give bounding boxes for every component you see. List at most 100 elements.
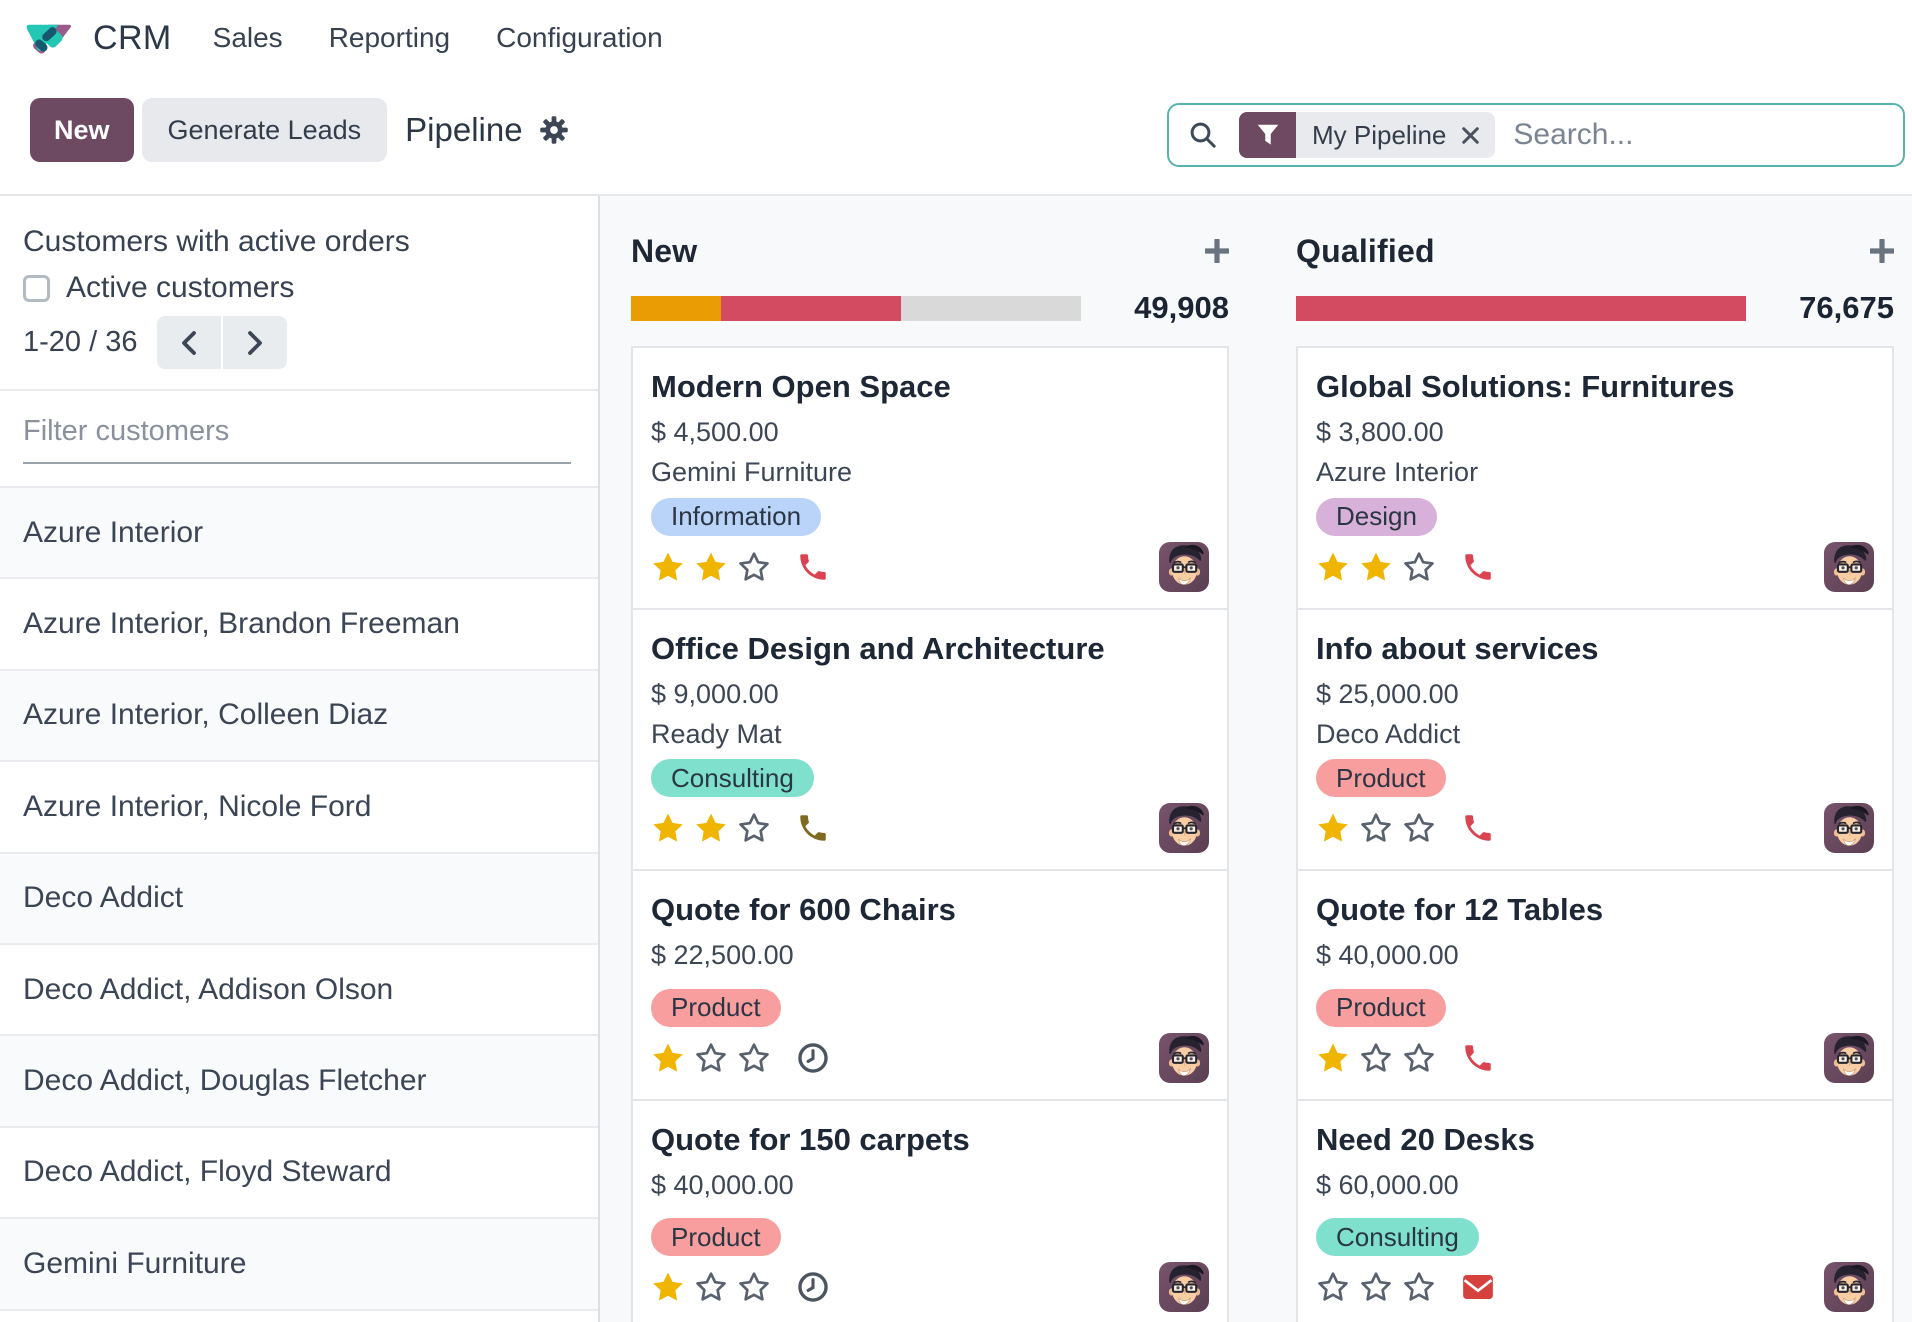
app-brand[interactable]: CRM xyxy=(93,18,172,57)
active-customers-checkbox-row[interactable]: Active customers xyxy=(23,270,575,306)
filter-customers-input[interactable] xyxy=(23,415,571,464)
star-empty-icon[interactable] xyxy=(737,1270,771,1304)
nav-item-sales[interactable]: Sales xyxy=(212,22,283,53)
customer-list-item[interactable]: Azure Interior, Nicole Ford xyxy=(0,762,598,854)
column-cards: Global Solutions: Furnitures $ 3,800.00 … xyxy=(1296,346,1894,1322)
column-total: 49,908 xyxy=(1134,290,1229,325)
customer-list-item[interactable]: Azure Interior xyxy=(0,488,598,580)
card-tag-information[interactable]: Information xyxy=(651,497,822,536)
avatar[interactable] xyxy=(1824,541,1874,592)
kanban-card[interactable]: Need 20 Desks $ 60,000.00 Consulting xyxy=(1296,1098,1894,1322)
star-filled-icon[interactable] xyxy=(1316,1041,1350,1075)
nav-item-reporting[interactable]: Reporting xyxy=(328,22,451,53)
phone-activity-icon[interactable] xyxy=(1461,550,1495,584)
column-progressbar[interactable] xyxy=(631,295,1081,321)
star-empty-icon[interactable] xyxy=(1316,1270,1350,1304)
customer-list-item[interactable]: Deco Addict, Floyd Steward xyxy=(0,1127,598,1220)
card-tag-product[interactable]: Product xyxy=(651,988,781,1027)
new-button[interactable]: New xyxy=(30,98,134,162)
card-tag-consulting[interactable]: Consulting xyxy=(651,759,814,797)
pager-previous-button[interactable] xyxy=(157,316,222,369)
column-progressbar[interactable] xyxy=(1296,295,1746,321)
search-input[interactable] xyxy=(1513,118,1887,152)
kanban-card[interactable]: Quote for 12 Tables $ 40,000.00 Product xyxy=(1296,869,1894,1101)
star-filled-icon[interactable] xyxy=(1316,550,1350,584)
star-empty-icon[interactable] xyxy=(737,550,771,584)
avatar[interactable] xyxy=(1159,803,1209,853)
star-filled-icon[interactable] xyxy=(651,1270,685,1304)
kanban-card[interactable]: Quote for 150 carpets $ 40,000.00 Produc… xyxy=(631,1098,1229,1322)
star-empty-icon[interactable] xyxy=(737,1041,771,1075)
phone-activity-icon[interactable] xyxy=(1461,1041,1495,1075)
sidebar-heading: Customers with active orders xyxy=(23,225,410,258)
kanban-card[interactable]: Office Design and Architecture $ 9,000.0… xyxy=(631,607,1229,871)
star-empty-icon[interactable] xyxy=(1402,550,1436,584)
pager-next-button[interactable] xyxy=(223,316,288,369)
avatar[interactable] xyxy=(1824,803,1874,853)
progress-segment-overdue[interactable] xyxy=(721,295,901,321)
avatar[interactable] xyxy=(1824,1032,1874,1083)
progress-segment-remaining[interactable] xyxy=(901,295,1081,321)
kanban-column-qualified: Qualified 76,675 Global Solutions: Furni… xyxy=(1296,229,1894,1322)
card-tag-product[interactable]: Product xyxy=(1316,988,1446,1027)
clock-activity-icon[interactable] xyxy=(796,1041,830,1075)
avatar[interactable] xyxy=(1824,1262,1874,1312)
card-tag-product[interactable]: Product xyxy=(651,1218,781,1256)
star-filled-icon[interactable] xyxy=(651,1041,685,1075)
kanban-card[interactable]: Quote for 600 Chairs $ 22,500.00 Product xyxy=(631,869,1229,1101)
phone-activity-icon[interactable] xyxy=(1461,811,1495,845)
salesperson-avatar xyxy=(1824,1032,1874,1083)
star-filled-icon[interactable] xyxy=(1316,811,1350,845)
star-filled-icon[interactable] xyxy=(694,811,728,845)
star-empty-icon[interactable] xyxy=(737,811,771,845)
star-empty-icon[interactable] xyxy=(1359,811,1393,845)
facet-remove-icon[interactable] xyxy=(1462,126,1480,144)
priority-stars xyxy=(651,1270,780,1304)
customer-list-item[interactable]: Azure Interior, Colleen Diaz xyxy=(0,670,598,763)
clock-activity-icon[interactable] xyxy=(796,1270,830,1304)
search-facet-my-pipeline[interactable]: My Pipeline xyxy=(1239,112,1496,158)
phone-activity-icon[interactable] xyxy=(796,811,830,845)
customer-list-item[interactable]: Azure Interior, Brandon Freeman xyxy=(0,579,598,671)
avatar[interactable] xyxy=(1159,1262,1209,1312)
kanban-card[interactable]: Global Solutions: Furnitures $ 3,800.00 … xyxy=(1296,346,1894,610)
star-filled-icon[interactable] xyxy=(1359,550,1393,584)
search-bar[interactable]: My Pipeline xyxy=(1167,103,1905,167)
kanban-board: New 49,908 Modern Open Space $ 4,500.00 … xyxy=(600,196,1912,1322)
star-empty-icon[interactable] xyxy=(1402,811,1436,845)
avatar[interactable] xyxy=(1159,541,1209,592)
add-record-plus-icon[interactable] xyxy=(1205,239,1229,263)
control-panel: New Generate Leads Pipeline xyxy=(0,76,1912,196)
crm-app-icon[interactable] xyxy=(23,21,75,55)
add-record-plus-icon[interactable] xyxy=(1870,239,1894,263)
star-filled-icon[interactable] xyxy=(651,550,685,584)
phone-activity-icon[interactable] xyxy=(796,550,830,584)
customer-filter-section xyxy=(0,391,598,488)
kanban-card[interactable]: Modern Open Space $ 4,500.00 Gemini Furn… xyxy=(631,346,1229,610)
star-empty-icon[interactable] xyxy=(1402,1270,1436,1304)
star-empty-icon[interactable] xyxy=(1359,1041,1393,1075)
envelope-activity-icon[interactable] xyxy=(1461,1270,1495,1304)
card-tag-product[interactable]: Product xyxy=(1316,759,1446,797)
star-filled-icon[interactable] xyxy=(694,550,728,584)
active-customers-checkbox[interactable] xyxy=(23,274,50,302)
progress-segment-in-progress[interactable] xyxy=(631,295,721,321)
star-empty-icon[interactable] xyxy=(1359,1270,1393,1304)
generate-leads-button[interactable]: Generate Leads xyxy=(141,98,388,162)
card-tag-design[interactable]: Design xyxy=(1316,497,1437,536)
star-empty-icon[interactable] xyxy=(694,1041,728,1075)
customer-list-item[interactable]: Deco Addict xyxy=(0,853,598,945)
customer-list-item[interactable]: Gemini Furniture xyxy=(0,1219,598,1311)
gear-icon[interactable] xyxy=(539,115,569,145)
salesperson-avatar xyxy=(1159,1032,1209,1083)
customer-list-item[interactable]: Deco Addict, Addison Olson xyxy=(0,944,598,1037)
star-filled-icon[interactable] xyxy=(651,811,685,845)
nav-item-configuration[interactable]: Configuration xyxy=(496,22,663,53)
card-tag-consulting[interactable]: Consulting xyxy=(1316,1218,1479,1256)
kanban-card[interactable]: Info about services $ 25,000.00 Deco Add… xyxy=(1296,607,1894,871)
star-empty-icon[interactable] xyxy=(1402,1041,1436,1075)
progress-segment-overdue[interactable] xyxy=(1296,295,1746,321)
customer-list-item[interactable]: Deco Addict, Douglas Fletcher xyxy=(0,1036,598,1128)
avatar[interactable] xyxy=(1159,1032,1209,1083)
star-empty-icon[interactable] xyxy=(694,1270,728,1304)
